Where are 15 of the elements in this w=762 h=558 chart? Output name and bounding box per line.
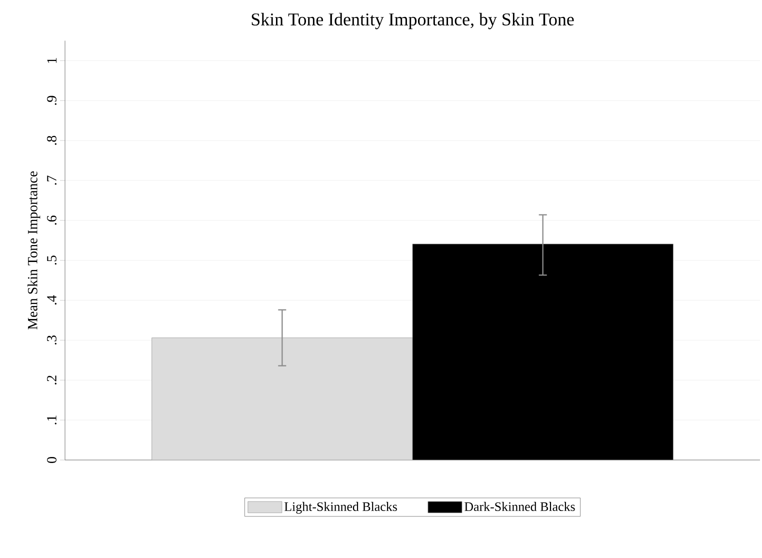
y-tick-label: .2: [47, 376, 56, 384]
chart-title: Skin Tone Identity Importance, by Skin Tone: [252, 12, 574, 30]
y-tick-label: 1: [47, 58, 56, 63]
y-tick-label: 0: [47, 457, 56, 463]
y-axis-title: Mean Skin Tone Importance: [28, 171, 40, 330]
y-tick-label: .6: [47, 216, 56, 225]
y-tick-label: .8: [47, 136, 56, 145]
y-tick-label: .9: [47, 96, 56, 105]
legend-label: Light-Skinned Blacks: [284, 502, 397, 514]
y-tick-label: .7: [47, 176, 56, 185]
y-tick-label: .5: [47, 256, 56, 265]
legend-label: Dark-Skinned Blacks: [464, 502, 575, 512]
y-tick-label: .4: [47, 295, 56, 305]
y-tick-label: .1: [47, 416, 56, 424]
y-tick-label: .3: [47, 336, 56, 345]
